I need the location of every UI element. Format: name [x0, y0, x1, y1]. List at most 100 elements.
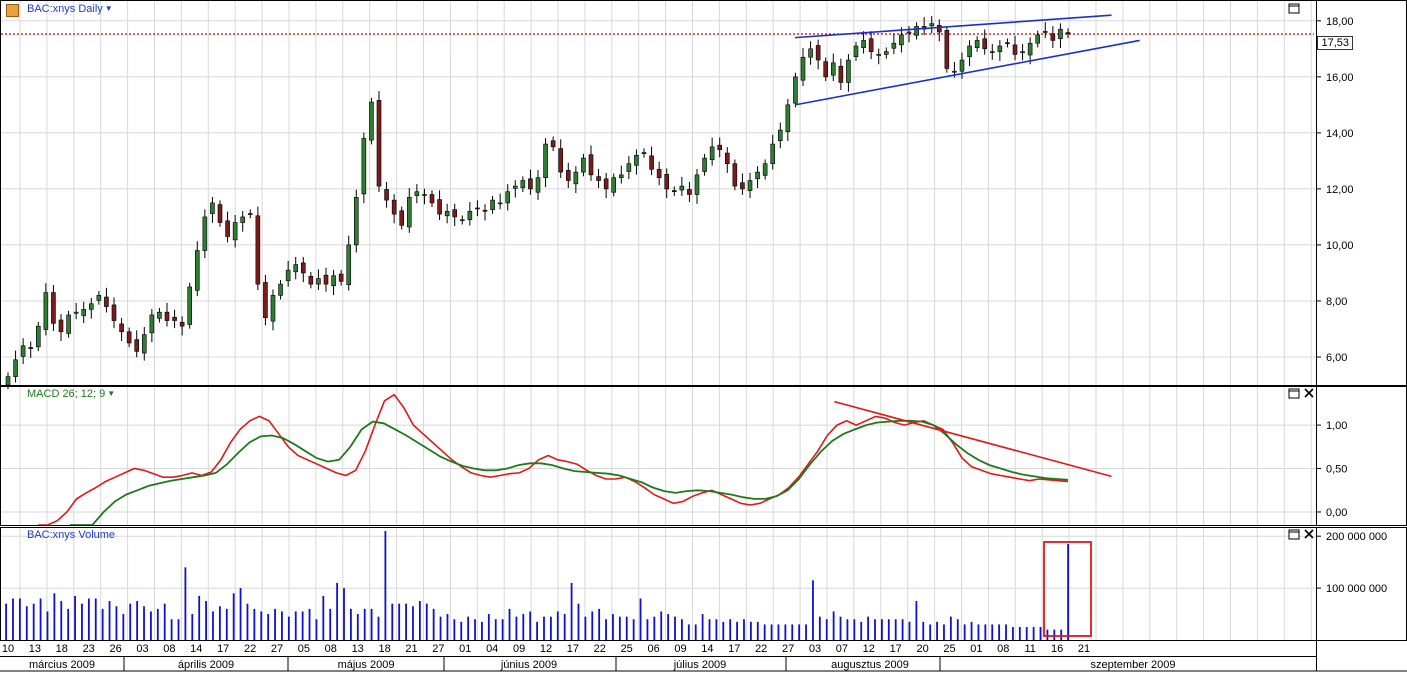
candle-body	[437, 199, 442, 215]
volume-bar	[708, 619, 711, 640]
candle-body	[422, 194, 427, 196]
volume-bar	[453, 619, 456, 640]
volume-bar	[949, 616, 952, 640]
x-month-label: szeptember 2009	[1091, 659, 1176, 671]
candle-body	[490, 199, 495, 210]
candle-body	[793, 76, 798, 104]
macd-tick-label: 0,50	[1326, 464, 1347, 476]
volume-bar	[246, 603, 249, 640]
candle-body	[1058, 28, 1063, 40]
pane-frame	[0, 386, 1407, 526]
volume-bar	[715, 619, 718, 640]
price-tick-label: 16,00	[1326, 72, 1354, 84]
candle-body	[929, 23, 935, 27]
volume-bar	[363, 608, 366, 640]
volume-bar	[784, 624, 787, 640]
volume-bar	[549, 616, 552, 640]
candle-body	[134, 339, 140, 352]
volume-bar	[1060, 629, 1063, 640]
candle-body	[702, 157, 707, 172]
candle-body	[899, 34, 904, 46]
volume-bar	[646, 619, 649, 640]
candle-body	[671, 190, 677, 192]
volume-bar	[260, 611, 263, 640]
macd-line	[38, 393, 1069, 525]
candle-body	[709, 146, 715, 161]
candle-body	[565, 170, 571, 181]
macd-pane-title[interactable]: MACD 26; 12; 9 ▼	[27, 388, 115, 400]
candle-body	[187, 286, 193, 325]
candle-body	[172, 316, 177, 321]
x-tick-label: 10	[2, 643, 14, 655]
candle-body	[414, 191, 420, 196]
candle-body	[883, 51, 889, 55]
candle-body	[717, 144, 723, 150]
volume-bar	[832, 611, 835, 640]
candle-body	[141, 334, 147, 354]
volume-bar	[756, 621, 759, 640]
x-tick-label: 12	[540, 643, 552, 655]
volume-bar	[308, 608, 311, 640]
volume-bar	[212, 611, 214, 640]
candle-body	[603, 178, 609, 190]
price-tick-label: 8,00	[1326, 296, 1347, 308]
candle-body	[225, 220, 230, 237]
candle-body	[588, 154, 594, 176]
volume-bar	[170, 619, 173, 640]
volume-bar	[618, 616, 621, 640]
volume-bar	[770, 624, 773, 640]
candle-body	[618, 174, 624, 178]
volume-bar	[591, 611, 594, 640]
candle-body	[164, 311, 170, 321]
volume-bar	[729, 619, 732, 640]
candle-body	[777, 129, 783, 142]
volume-bar	[184, 567, 187, 640]
macd-pane-title-text: MACD 26; 12; 9	[27, 388, 106, 400]
volume-bar	[143, 606, 145, 640]
volume-bar	[336, 582, 339, 640]
volume-bar	[198, 595, 201, 640]
volume-bar	[501, 619, 504, 640]
candle-body	[240, 216, 246, 223]
volume-bar	[722, 621, 725, 640]
caret-down-icon[interactable]: ▼	[107, 389, 116, 398]
volume-bar	[915, 601, 918, 640]
volume-bar	[605, 619, 607, 640]
x-tick-label: 08	[997, 643, 1009, 655]
volume-bar	[5, 603, 7, 640]
macd-tick-label: 1,00	[1326, 420, 1347, 432]
candle-body	[331, 275, 336, 287]
volume-bar	[398, 603, 401, 640]
candle-body	[687, 189, 692, 195]
candle-body	[853, 45, 859, 57]
volume-bar	[1067, 543, 1069, 640]
volume-bar	[205, 601, 207, 640]
volume-bar	[508, 608, 511, 640]
volume-bar	[1053, 629, 1056, 640]
price-pane-title[interactable]: BAC:xnys Daily ▼	[27, 3, 113, 15]
volume-bar	[156, 608, 159, 640]
volume-bar	[908, 621, 911, 640]
candle-body	[861, 40, 866, 49]
x-tick-label: 12	[863, 643, 875, 655]
volume-bar	[53, 593, 56, 640]
candle-body	[346, 244, 352, 286]
caret-down-icon[interactable]: ▼	[104, 4, 113, 13]
x-tick-label: 22	[594, 643, 606, 655]
candle-body	[452, 209, 458, 218]
volume-bar	[867, 616, 870, 640]
volume-bar	[460, 621, 463, 640]
x-tick-label: 01	[970, 643, 982, 655]
volume-bar	[39, 598, 42, 640]
candle-body	[316, 278, 321, 285]
x-tick-label: 13	[352, 643, 364, 655]
x-month-label: június 2009	[500, 659, 557, 671]
candle-body	[664, 174, 670, 190]
x-tick-label: 03	[136, 643, 148, 655]
candle-body	[641, 152, 647, 154]
candle-body	[323, 274, 329, 285]
volume-bar	[432, 608, 435, 640]
volume-bar	[556, 611, 559, 640]
volume-bar	[970, 621, 973, 640]
volume-highlight-box	[1043, 541, 1092, 637]
